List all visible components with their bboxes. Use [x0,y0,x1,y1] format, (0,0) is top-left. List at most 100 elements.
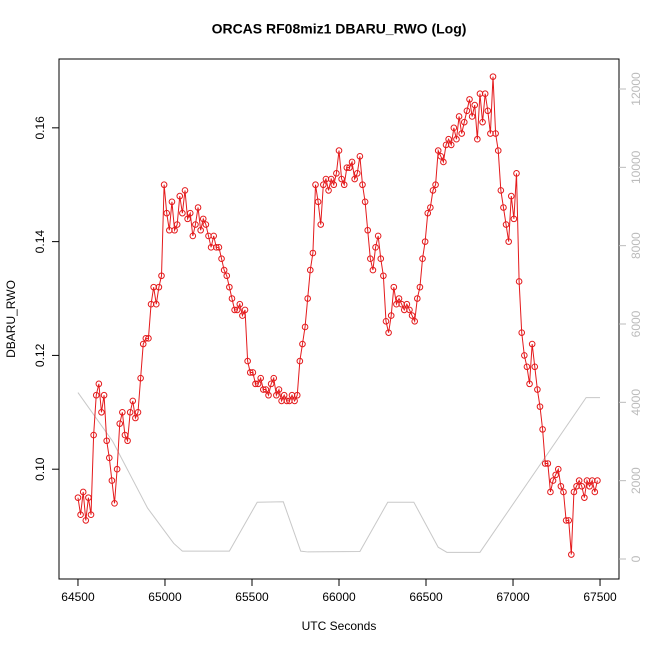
y2-tick-label: 12000 [629,72,643,106]
data-point [231,306,238,314]
data-point [421,238,429,245]
x-axis-label: UTC Seconds [302,619,377,633]
data-point [252,380,259,388]
x-tick-label: 66500 [409,590,443,604]
data-point [309,249,317,257]
data-point [108,477,116,484]
data-point [233,306,241,314]
data-point [523,363,531,371]
data-point [202,221,210,228]
data-point [536,403,544,410]
data-point [578,482,586,490]
data-point [105,454,113,462]
data-point [139,340,147,348]
data-point [560,488,567,496]
data-point [586,482,593,490]
data-point [505,238,512,245]
chart-title: ORCAS RF08miz1 DBARU_RWO (Log) [212,21,467,37]
data-point [77,511,84,519]
data-point [145,335,152,342]
data-point [479,118,486,126]
data-point [320,181,327,189]
data-point [526,380,533,388]
data-point [314,198,322,206]
data-point [134,409,142,416]
data-point [518,329,526,336]
x-tick-label: 64500 [61,590,95,604]
data-point [437,152,445,160]
data-point [179,209,186,217]
data-point [544,460,552,467]
data-point [395,295,403,302]
data-point [390,283,398,291]
data-point [74,494,82,501]
data-point [408,312,416,319]
y-tick-label: 0.14 [33,230,47,254]
data-point [450,124,458,132]
data-point [372,244,379,251]
data-point [82,517,90,524]
data-point [369,266,377,274]
data-point [126,409,134,416]
data-point [557,482,565,490]
data-point [570,488,578,496]
data-point [552,471,559,479]
data-point [340,181,348,189]
data-point [111,500,118,507]
y2-tick-label: 8000 [629,232,643,259]
data-point [210,232,218,240]
data-point [304,295,311,302]
data-point [541,460,549,467]
data-point [301,323,309,331]
y2-tick-label: 2000 [629,467,643,494]
data-point [353,170,361,177]
data-point [481,90,489,98]
data-point [79,488,87,496]
data-point [434,147,442,154]
data-point [265,391,272,399]
data-point [90,431,97,439]
data-point [416,283,424,291]
data-point [455,113,463,120]
data-point [291,397,298,405]
data-point [119,409,126,416]
data-point [489,73,497,80]
data-point [296,357,304,365]
y2-tick-label: 10000 [629,150,643,184]
data-point [176,192,184,200]
data-point [591,488,599,496]
data-point [246,369,254,376]
x-tick-label: 65000 [148,590,182,604]
data-point [531,363,539,371]
data-point [270,374,278,382]
data-point [312,181,319,189]
data-point [228,295,236,302]
y-axis-label: DBARU_RWO [4,280,18,358]
data-point [168,198,176,206]
data-point [132,414,139,422]
data-point [113,465,121,473]
data-point [502,221,510,228]
data-point [124,437,131,445]
data-point [192,221,199,228]
data-point [343,164,351,171]
data-point [403,300,411,308]
data-point [299,340,306,348]
data-point [121,431,129,439]
y-tick-label: 0.12 [33,343,47,367]
data-point [293,391,301,399]
y2-tick-label: 6000 [629,310,643,337]
data-point [267,380,275,388]
data-point [380,272,387,280]
data-point [432,181,439,189]
data-point [155,283,163,291]
data-point [515,278,523,285]
data-point [494,147,502,154]
y-tick-label: 0.16 [33,116,47,140]
data-point [565,517,573,524]
secondary-line [77,392,601,553]
data-point [594,477,601,484]
data-point [226,283,233,291]
data-point [471,101,479,109]
data-point [186,209,194,217]
